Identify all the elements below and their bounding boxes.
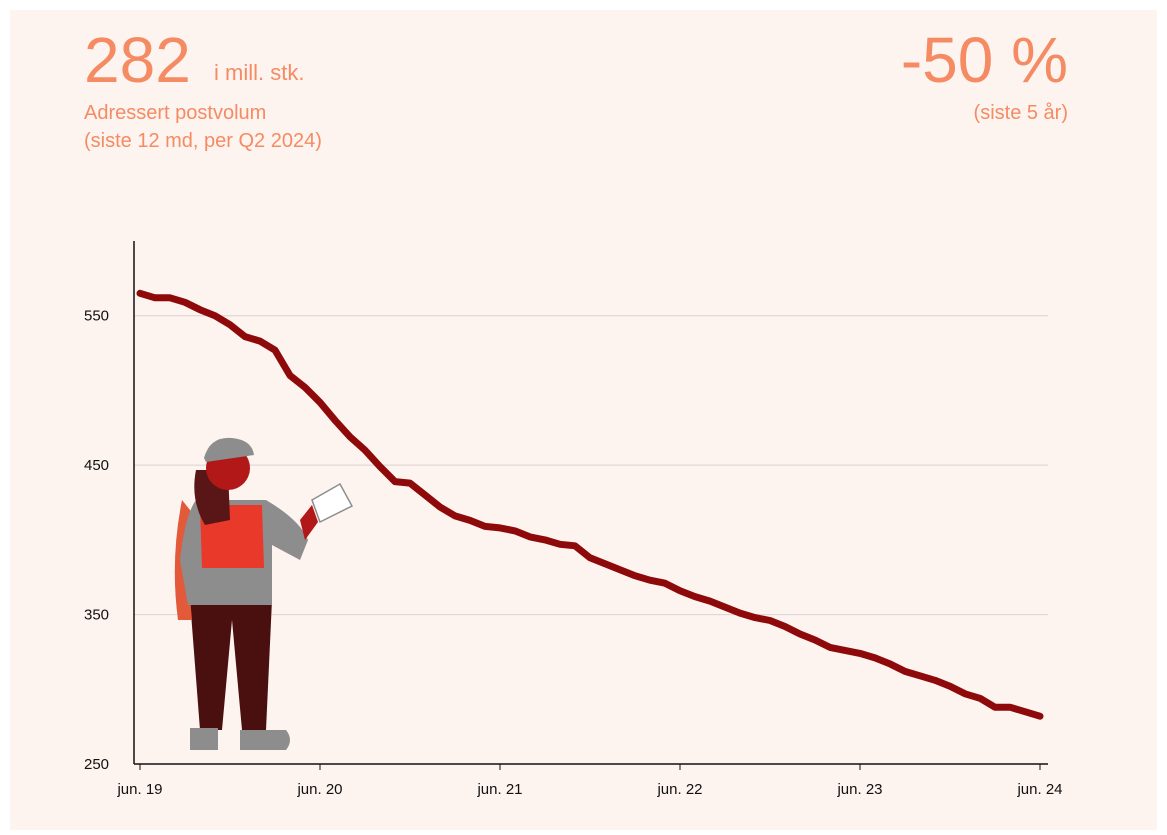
x-tick-label: jun. 22 [656, 781, 702, 798]
kpi-label: Adressert postvolum [84, 102, 266, 124]
y-tick-label: 250 [84, 756, 109, 773]
y-tick-label: 550 [84, 308, 109, 325]
x-tick-label: jun. 21 [476, 781, 522, 798]
mail-carrier-illustration [174, 437, 354, 750]
kpi-unit: i mill. stk. [214, 60, 304, 85]
kpi-change-label: (siste 5 år) [974, 102, 1068, 124]
x-tick-label: jun. 24 [1016, 781, 1062, 798]
kpi-change: -50 % [901, 24, 1068, 96]
kpi-sublabel: (siste 12 md, per Q2 2024) [84, 130, 322, 152]
data-line [136, 289, 1044, 720]
kpi-value: 282 [84, 24, 191, 96]
y-tick-label: 350 [84, 607, 109, 624]
x-tick-label: jun. 23 [836, 781, 882, 798]
x-tick-label: jun. 20 [296, 781, 342, 798]
x-tick-label: jun. 19 [116, 781, 162, 798]
y-tick-label: 450 [84, 457, 109, 474]
